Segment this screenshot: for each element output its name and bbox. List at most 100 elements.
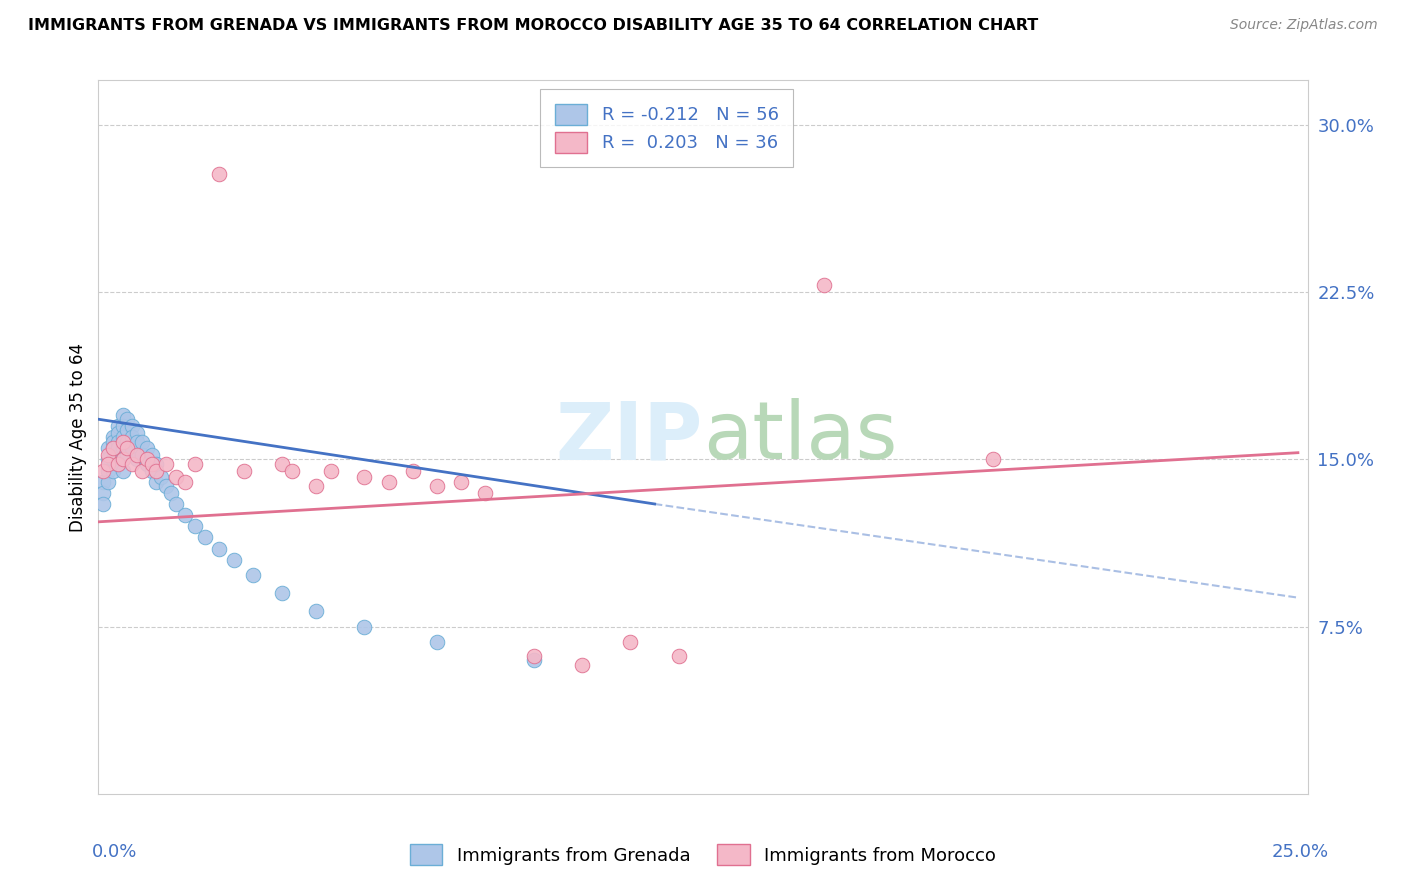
Point [184, 457, 207, 471]
Point [319, 464, 342, 478]
Point [111, 418, 134, 433]
Point [101, 442, 124, 455]
Point [111, 442, 134, 455]
Point [232, 464, 254, 478]
Point [97, 457, 120, 471]
Point [97, 464, 120, 478]
Legend: Immigrants from Grenada, Immigrants from Morocco: Immigrants from Grenada, Immigrants from… [401, 835, 1005, 874]
Text: atlas: atlas [703, 398, 897, 476]
Point [101, 452, 124, 467]
Point [91, 475, 114, 489]
Point [121, 430, 143, 444]
Point [127, 452, 149, 467]
Point [165, 497, 187, 511]
Point [127, 425, 149, 440]
Point [107, 434, 129, 449]
Point [111, 408, 134, 422]
Point [117, 434, 139, 449]
Point [813, 278, 835, 293]
Point [111, 434, 134, 449]
Point [107, 457, 129, 471]
Point [117, 424, 139, 438]
Point [668, 648, 690, 663]
Point [117, 442, 139, 455]
Text: Source: ZipAtlas.com: Source: ZipAtlas.com [1230, 18, 1378, 32]
Point [111, 430, 134, 444]
Point [131, 464, 153, 478]
Point [101, 434, 124, 449]
Point [450, 475, 472, 489]
Point [127, 434, 149, 449]
Point [97, 475, 120, 489]
Point [174, 508, 197, 523]
Point [141, 464, 163, 478]
Point [127, 448, 149, 462]
Point [242, 568, 264, 582]
Point [135, 457, 157, 471]
Point [107, 442, 129, 455]
Point [111, 452, 134, 467]
Point [121, 457, 143, 471]
Point [97, 448, 120, 462]
Point [208, 541, 231, 556]
Point [107, 457, 129, 471]
Text: IMMIGRANTS FROM GRENADA VS IMMIGRANTS FROM MOROCCO DISABILITY AGE 35 TO 64 CORRE: IMMIGRANTS FROM GRENADA VS IMMIGRANTS FR… [28, 18, 1039, 33]
Point [121, 418, 143, 433]
Point [402, 464, 425, 478]
Point [353, 619, 375, 633]
Point [145, 464, 167, 478]
Point [271, 457, 294, 471]
Point [111, 452, 134, 467]
Point [155, 479, 177, 493]
Point [194, 530, 217, 544]
Point [155, 457, 177, 471]
Point [101, 464, 124, 478]
Point [91, 485, 114, 500]
Point [619, 635, 641, 649]
Point [117, 448, 139, 462]
Y-axis label: Disability Age 35 to 64: Disability Age 35 to 64 [69, 343, 87, 532]
Point [474, 485, 496, 500]
Point [141, 448, 163, 462]
Point [281, 464, 304, 478]
Point [150, 470, 173, 484]
Point [91, 497, 114, 511]
Point [426, 635, 449, 649]
Point [145, 457, 167, 471]
Point [135, 442, 157, 455]
Point [426, 479, 449, 493]
Text: 0.0%: 0.0% [91, 843, 136, 861]
Point [145, 475, 167, 489]
Point [523, 648, 546, 663]
Point [222, 552, 245, 567]
Point [305, 604, 328, 618]
Point [117, 412, 139, 426]
Point [131, 434, 153, 449]
Point [97, 442, 120, 455]
Point [135, 452, 157, 467]
Point [160, 485, 183, 500]
Text: 25.0%: 25.0% [1271, 843, 1329, 861]
Point [107, 425, 129, 440]
Legend: R = -0.212   N = 56, R =  0.203   N = 36: R = -0.212 N = 56, R = 0.203 N = 36 [540, 89, 793, 167]
Point [377, 475, 399, 489]
Point [981, 452, 1004, 467]
Point [107, 418, 129, 433]
Text: ZIP: ZIP [555, 398, 703, 476]
Point [571, 657, 593, 672]
Point [305, 479, 328, 493]
Point [131, 448, 153, 462]
Point [184, 519, 207, 533]
Point [271, 586, 294, 600]
Point [91, 464, 114, 478]
Point [141, 457, 163, 471]
Point [121, 442, 143, 455]
Point [101, 442, 124, 455]
Point [165, 470, 187, 484]
Point [353, 470, 375, 484]
Point [101, 430, 124, 444]
Point [97, 452, 120, 467]
Point [208, 167, 231, 181]
Point [174, 475, 197, 489]
Point [523, 653, 546, 667]
